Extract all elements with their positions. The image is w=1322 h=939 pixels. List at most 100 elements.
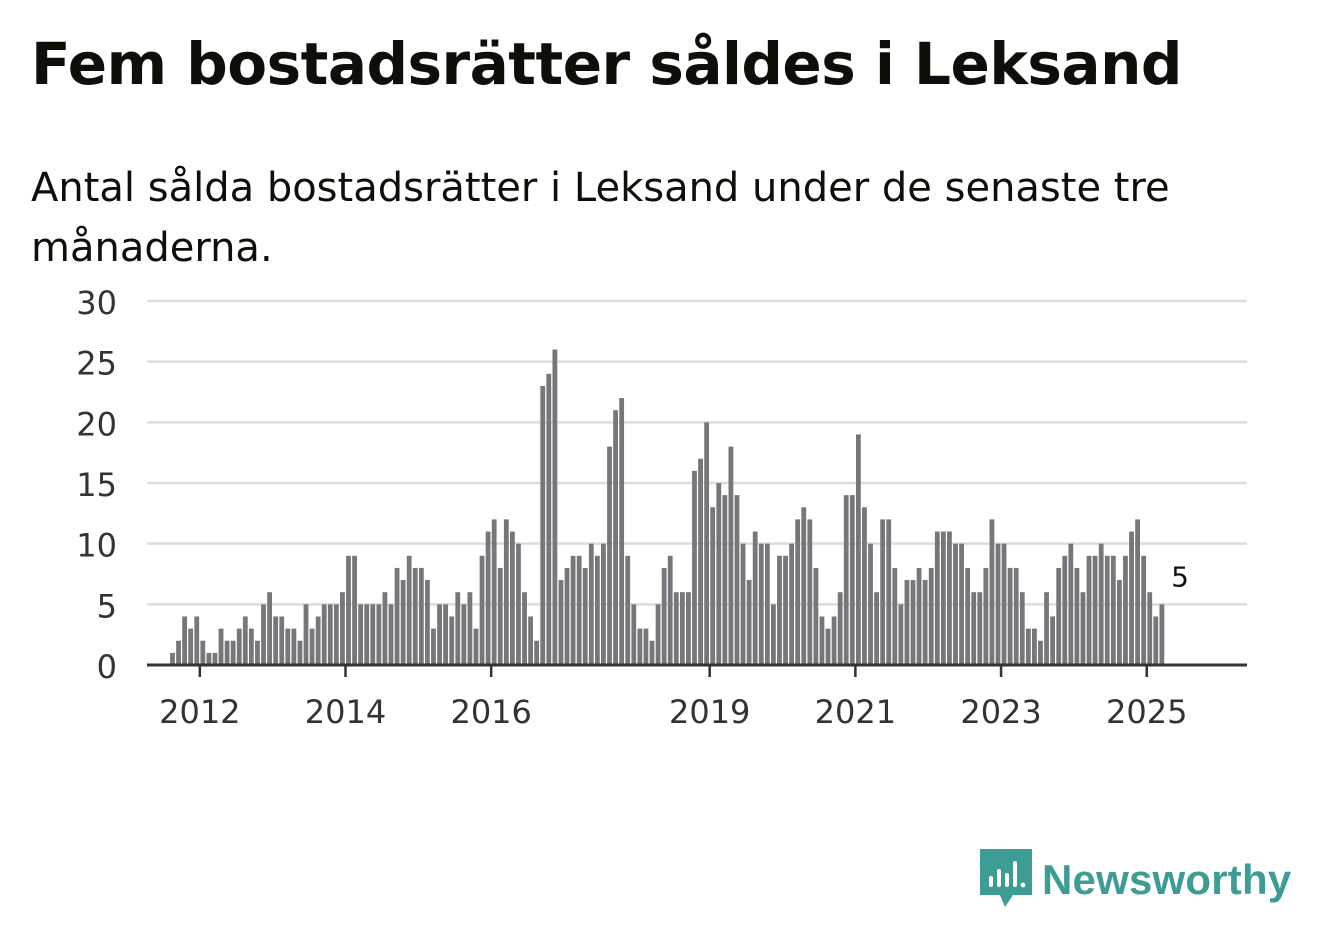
y-tick-label: 10 [76,527,117,565]
highlight-value-label: 5 [1171,560,1189,593]
bar [995,543,1001,665]
x-axis: 2012 2014 2016 2019 2021 2023 2025 [147,663,1247,731]
bar [570,555,576,665]
bar [364,604,370,665]
bar [406,555,412,665]
bar [746,580,752,665]
bar [758,543,764,665]
bar [862,507,867,665]
bar [431,628,436,665]
bar [874,592,879,665]
bar [1074,567,1080,665]
bar [886,519,892,665]
bar [716,483,722,665]
bar [224,640,230,665]
bar [273,616,279,665]
bar [309,628,315,665]
newsworthy-logo-icon [980,849,1032,907]
bar [977,592,983,665]
x-tick-label: 2016 [450,693,531,731]
bar [346,555,351,665]
bar [1141,555,1147,665]
bar [771,604,776,665]
bar [485,531,491,665]
bar [971,592,977,665]
bar [182,616,188,665]
bar [643,628,649,665]
brand-name: Newsworthy [1042,856,1292,903]
bar [807,519,813,665]
bar [267,592,272,665]
bar [248,628,254,665]
bar [813,567,819,665]
bar [412,567,418,665]
brand: Newsworthy [980,848,1291,912]
bar [752,531,758,665]
y-tick-label: 15 [76,466,117,504]
x-tick-label: 2014 [305,693,386,731]
y-tick-label: 0 [97,648,117,686]
bar [303,604,309,665]
bar [594,555,600,665]
bar [953,543,958,665]
bar [206,652,212,665]
bar [989,519,995,665]
bar [449,616,455,665]
bar [588,543,594,665]
bar [473,628,479,665]
bar [1116,580,1122,665]
bar [764,543,770,665]
bar [904,580,910,665]
bar [540,385,546,665]
bar [1159,604,1165,665]
bar [1110,555,1116,665]
bar [1056,567,1062,665]
bar [825,628,831,665]
bar [892,567,898,665]
bar [728,446,734,665]
bar [279,616,285,665]
bar [613,410,618,665]
y-axis: 0 5 10 15 20 25 30 [76,284,117,686]
bar [649,640,655,665]
bar [637,628,643,665]
bar [400,580,406,665]
bar [437,604,442,665]
bar [740,543,746,665]
bar [558,580,564,665]
bar [880,519,886,665]
bar [722,495,728,665]
bar [601,543,606,665]
y-tick-label: 30 [76,284,117,322]
bar [934,531,940,665]
bar [491,519,497,665]
bar [528,616,533,665]
bar [692,470,697,665]
bar [1086,555,1092,665]
bar [261,604,266,665]
bar [801,507,807,665]
bar [522,592,527,665]
bar [898,604,904,665]
bar [795,519,801,665]
bar [425,580,430,665]
bar [783,555,788,665]
y-tick-label: 25 [76,345,117,383]
bar [467,592,473,665]
bar [619,398,625,665]
bar [509,531,515,665]
bar [218,628,224,665]
data-labels: 5 [1169,558,1192,596]
bar [1129,531,1134,665]
bar [194,616,200,665]
bar [686,592,691,665]
bar [291,628,297,665]
x-tick-label: 2012 [159,693,240,731]
bar [837,592,843,665]
bar [777,555,782,665]
bar [704,422,710,665]
bar [667,555,673,665]
bar [582,567,588,665]
bar [352,555,357,665]
bar [1080,592,1086,665]
